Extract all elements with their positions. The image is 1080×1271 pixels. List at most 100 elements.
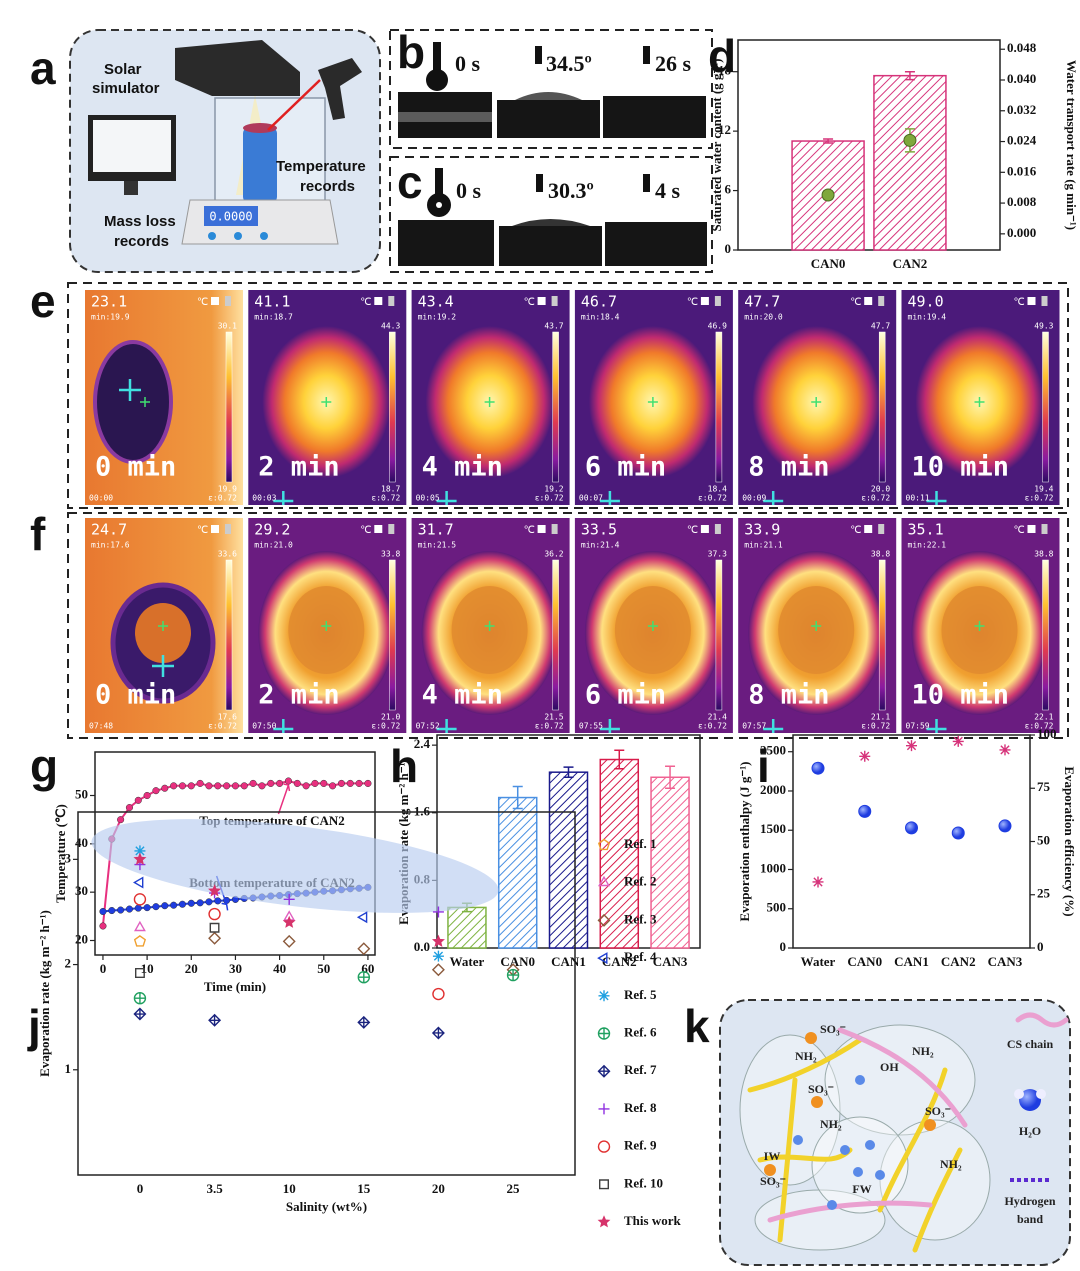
legend-label: Hydrogen	[1004, 1194, 1055, 1208]
point	[214, 782, 222, 790]
x-tick-label: CAN0	[811, 256, 846, 271]
error-bar	[823, 138, 834, 144]
colorbar-max: 49.3	[1034, 322, 1053, 331]
sulfonate	[764, 1164, 776, 1176]
marker	[133, 935, 147, 947]
network-blob	[824, 1024, 976, 1136]
x-tick-label: CAN3	[653, 954, 688, 969]
panel-k: CS chain H₂O Hydrogen band FW IW NH₂ NH₂…	[719, 999, 1071, 1266]
contact-image	[499, 226, 602, 266]
sulfonate	[805, 1032, 817, 1044]
unit: ℃	[687, 525, 698, 536]
crosshair	[811, 621, 822, 631]
sample-cup	[243, 128, 277, 202]
status-icon	[864, 525, 873, 533]
time-label: 4 s	[655, 178, 681, 203]
crosshair	[321, 621, 332, 631]
label: Solar	[104, 61, 142, 78]
time-label: 8 min	[748, 452, 829, 483]
colorbar-min: 18.4	[708, 485, 727, 494]
y-tick-label: 50	[75, 786, 88, 801]
clock: 07:55	[579, 722, 603, 731]
emissivity: ε:0.72	[698, 494, 727, 503]
unit: ℃	[524, 297, 535, 308]
marker	[133, 992, 147, 1005]
status-icon	[1027, 297, 1036, 305]
colorbar	[552, 331, 559, 483]
marker	[282, 934, 296, 948]
thermal-image: 47.7 min:20.0 ℃ 47.7 20.0 8 min 00:09 ε:0.72	[738, 290, 897, 505]
point	[99, 907, 107, 916]
marker	[135, 968, 145, 978]
crosshair	[974, 397, 985, 407]
balance-button	[234, 232, 242, 240]
crosshair	[599, 491, 620, 505]
marker	[208, 931, 222, 945]
legend-label: Ref. 2	[624, 874, 657, 889]
crosshair	[484, 621, 495, 631]
point	[196, 899, 204, 907]
legend-marker	[597, 1064, 611, 1078]
marker	[904, 821, 919, 835]
reading: 35.1	[908, 521, 944, 539]
emissivity: ε:0.72	[208, 722, 237, 731]
min-reading: min:21.5	[418, 541, 457, 550]
clock: 00:00	[89, 494, 113, 503]
point	[196, 779, 204, 787]
point	[187, 782, 195, 790]
min-reading: min:21.0	[254, 541, 293, 550]
time-label: 6 min	[585, 680, 666, 711]
y2-tick-label: 0.048	[1007, 40, 1037, 55]
min-reading: min:22.1	[908, 541, 947, 550]
thermal-image: 41.1 min:18.7 ℃ 44.3 18.7 2 min 00:03 ε:0.72	[248, 290, 407, 505]
solar-simulator	[175, 40, 300, 96]
colorbar	[878, 559, 886, 711]
status-icon	[878, 524, 885, 534]
reading: 46.7	[581, 293, 617, 311]
x-tick-label: 0	[100, 961, 107, 976]
point	[187, 899, 195, 907]
legend-label: This work	[624, 1213, 681, 1228]
reading: 31.7	[418, 521, 454, 539]
panel-label: b	[397, 26, 425, 78]
label: records	[300, 178, 355, 195]
point	[99, 922, 107, 930]
status-icon	[388, 296, 395, 306]
needle	[535, 46, 542, 64]
time-label: 0 min	[95, 452, 176, 483]
cs-chain	[747, 1037, 863, 1243]
y-tick-label: 12	[718, 122, 731, 137]
point	[364, 779, 372, 787]
x-tick-label: CAN3	[988, 954, 1023, 969]
time-label: 26 s	[655, 51, 692, 76]
x-axis-label: Time (min)	[204, 979, 266, 994]
point	[231, 782, 239, 790]
unit: ℃	[687, 297, 698, 308]
reading: 47.7	[744, 293, 780, 311]
crosshair	[599, 719, 620, 733]
legend-marker	[598, 990, 610, 1002]
panel-a: 0.0000 Solar simulator Temperature recor…	[69, 29, 381, 273]
droplet-highlight	[436, 202, 442, 208]
y-tick-label: 3	[65, 850, 72, 865]
y2-tick-label: 75	[1037, 779, 1051, 794]
y-tick-label: 40	[75, 835, 88, 850]
marker	[133, 852, 147, 865]
group-label: NH₂	[940, 1157, 962, 1171]
colorbar-max: 30.1	[218, 322, 237, 331]
emissivity: ε:0.72	[371, 722, 400, 731]
time-label: 2 min	[258, 680, 339, 711]
y-tick-label: 0	[725, 241, 732, 256]
y2-tick-label: 0.008	[1007, 194, 1037, 209]
crosshair	[273, 719, 294, 733]
time-label: 0 s	[456, 178, 482, 203]
unit: ℃	[360, 297, 371, 308]
group-label: SO₃⁻	[925, 1104, 951, 1118]
x-tick-label: CAN0	[847, 954, 882, 969]
point	[249, 779, 257, 787]
colorbar-max: 43.7	[544, 322, 563, 331]
y-tick-label: 30	[75, 883, 88, 898]
y2-tick-label: 25	[1037, 886, 1051, 901]
label: records	[114, 233, 169, 250]
time-label: 6 min	[585, 452, 666, 483]
